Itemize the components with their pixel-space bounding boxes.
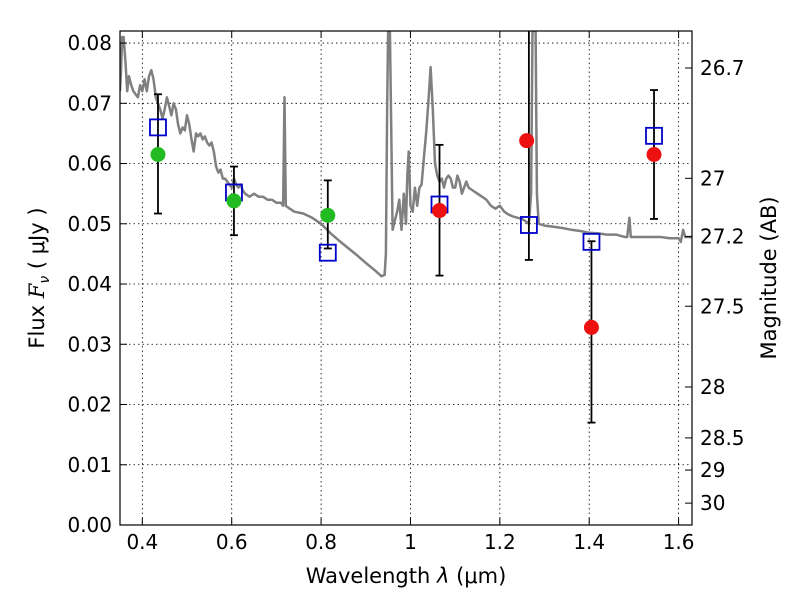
observed-flux-point bbox=[150, 147, 166, 162]
marker-layer bbox=[149, 118, 663, 335]
y2-tick-label: 27.5 bbox=[700, 294, 745, 318]
y2-tick-label: 27 bbox=[700, 166, 725, 190]
y-axis-label: Flux Fν ( μJy ) bbox=[25, 207, 53, 348]
y2-axis-label: Magnitude (AB) bbox=[757, 196, 781, 359]
x-tick-label: 1.6 bbox=[663, 530, 695, 554]
x-tick-label: 0.6 bbox=[216, 530, 248, 554]
y-axis-label-symbol: F bbox=[25, 282, 49, 299]
x-tick-label: 0.8 bbox=[305, 530, 337, 554]
model-flux-square bbox=[645, 126, 663, 145]
x-axis-label-symbol: λ bbox=[436, 564, 449, 588]
y-tick-label: 0.00 bbox=[67, 513, 112, 537]
y2-tick-label: 26.7 bbox=[700, 56, 745, 80]
y-tick-label: 0.03 bbox=[67, 332, 112, 356]
observed-flux-point bbox=[646, 147, 662, 162]
x-axis-label-unit: (μm) bbox=[449, 564, 506, 588]
grid bbox=[120, 31, 692, 526]
model-spectrum-line bbox=[120, 31, 692, 278]
y-axis-label-subscript: ν bbox=[37, 276, 53, 284]
y-tick-label: 0.05 bbox=[67, 212, 112, 236]
observed-flux-point bbox=[320, 207, 336, 223]
y-tick-label: 0.08 bbox=[67, 31, 112, 55]
tick-layer: 0.4 0.6 0.8 1 1.2 1.4 1.6 0.00 0.01 0.02 0.03 0.04 0… bbox=[67, 31, 745, 554]
observed-flux-point bbox=[432, 203, 448, 219]
y2-tick-label: 28 bbox=[700, 375, 725, 399]
spectrum-layer bbox=[120, 31, 692, 278]
y-tick-label: 0.04 bbox=[67, 272, 112, 296]
y-tick-label: 0.02 bbox=[67, 393, 112, 417]
observed-flux-point bbox=[583, 319, 599, 335]
x-tick-label: 0.4 bbox=[126, 530, 158, 554]
observed-flux-point bbox=[226, 193, 242, 209]
y-tick-label: 0.07 bbox=[67, 91, 112, 115]
model-flux-square bbox=[318, 243, 337, 262]
model-flux-square bbox=[149, 118, 167, 137]
y2-tick-label: 30 bbox=[700, 491, 725, 515]
errorbar-layer bbox=[153, 31, 659, 424]
model-flux-square bbox=[582, 232, 601, 251]
model-flux-square bbox=[519, 216, 538, 234]
x-tick-label: 1 bbox=[404, 530, 417, 554]
y-axis-label-prefix: Flux bbox=[25, 298, 49, 348]
x-axis-label-prefix: Wavelength bbox=[306, 564, 437, 588]
y-tick-label: 0.01 bbox=[67, 453, 112, 477]
y2-tick-label: 27.2 bbox=[700, 225, 745, 249]
y-tick-label: 0.06 bbox=[67, 152, 112, 176]
y-axis-label-unit: ( μJy ) bbox=[25, 207, 49, 275]
plot-frame bbox=[119, 30, 693, 526]
x-tick-label: 1.2 bbox=[484, 530, 516, 554]
x-axis-label: Wavelength λ (μm) bbox=[306, 564, 507, 588]
y2-tick-label: 29 bbox=[700, 458, 725, 482]
y2-tick-label: 28.5 bbox=[700, 426, 745, 450]
x-tick-label: 1.4 bbox=[573, 530, 605, 554]
observed-flux-point bbox=[519, 133, 535, 149]
